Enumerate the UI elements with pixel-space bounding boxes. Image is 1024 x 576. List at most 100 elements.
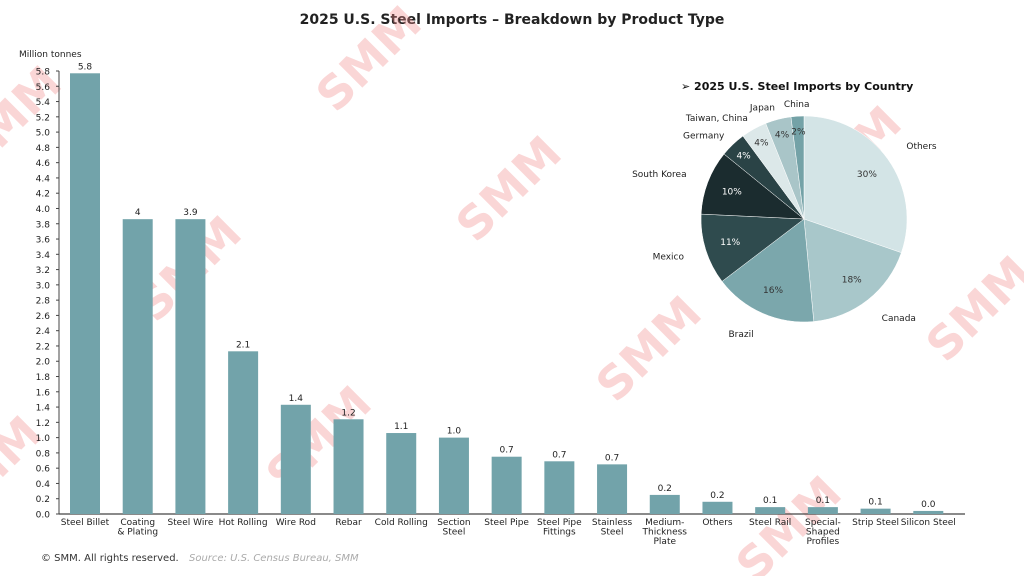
x-tick-label: Wire Rod <box>276 518 316 528</box>
x-tick-label: Steel Wire <box>167 518 213 528</box>
y-tick-label: 5.6 <box>36 83 51 93</box>
bar-value-label: 2.1 <box>236 340 250 350</box>
watermark-logo: SMM <box>306 0 432 122</box>
y-tick-label: 2.4 <box>36 327 51 337</box>
watermark-logo: SMM <box>586 286 712 412</box>
y-tick-label: 3.6 <box>36 236 51 246</box>
y-tick-label: 1.2 <box>36 419 50 429</box>
bar <box>649 494 680 514</box>
pie-category-label: Germany <box>683 132 725 142</box>
x-tick-label: Rebar <box>335 518 362 528</box>
y-tick-label: 5.0 <box>36 129 51 139</box>
x-tick-label: Cold Rolling <box>375 518 428 528</box>
bar <box>175 219 206 515</box>
bar-value-label: 3.9 <box>183 208 198 218</box>
x-tick-label: Steel Pipe Fittings <box>537 518 582 538</box>
y-tick-label: 2.0 <box>36 358 51 368</box>
pie-category-label: South Korea <box>632 170 687 180</box>
bar-value-label: 0.2 <box>658 484 672 494</box>
pie-slice <box>790 115 805 220</box>
y-tick-label: 2.6 <box>36 312 51 322</box>
y-tick-label: 1.6 <box>36 388 51 398</box>
x-tick-label: Medium-Thickness Plate <box>642 518 688 547</box>
y-tick-label: 0.8 <box>36 449 51 459</box>
bar-value-label: 4 <box>135 208 141 218</box>
x-tick-label: Section Steel <box>437 518 470 538</box>
pie-title: ➢ 2025 U.S. Steel Imports by Country <box>681 80 913 93</box>
y-tick-label: 3.8 <box>36 220 51 230</box>
x-tick-label: Others <box>702 518 733 528</box>
y-tick-label: 1.0 <box>36 434 51 444</box>
bar <box>702 501 733 514</box>
y-tick-label: 4.6 <box>36 159 51 169</box>
pie-category-label: Taiwan, China <box>685 114 748 124</box>
bar-value-label: 1.1 <box>394 422 408 432</box>
y-tick-label: 4.2 <box>36 190 50 200</box>
y-axis-label: Million tonnes <box>19 50 82 60</box>
pie-category-label: Others <box>906 142 937 152</box>
pie-chart: ➢ 2025 U.S. Steel Imports by Country 30% O… <box>632 80 937 340</box>
y-tick-label: 5.2 <box>36 113 50 123</box>
bar-value-label: 0.7 <box>552 450 566 460</box>
pie-percent-label: 10% <box>722 187 742 197</box>
watermark-logo: SMM <box>446 126 572 252</box>
x-tick-label: Silicon Steel <box>901 518 956 528</box>
bar-chart: Million tonnes 0.0 0.2 0.4 0.6 0.8 1.0 1.2 1.4 1.… <box>19 50 965 547</box>
bar-value-label: 0.1 <box>763 496 777 506</box>
copyright-text: © SMM. All rights reserved. <box>41 553 179 564</box>
pie-slice <box>700 213 805 282</box>
pie-slice <box>721 218 815 323</box>
chart-title: 2025 U.S. Steel Imports – Breakdown by P… <box>299 12 725 28</box>
x-tick-label: Coating & Plating <box>117 518 158 538</box>
bar <box>597 464 628 514</box>
y-tick-label: 0.2 <box>36 495 50 505</box>
pie-category-label: Japan <box>749 103 775 113</box>
x-tick-label: Hot Rolling <box>219 518 268 528</box>
y-tick-label: 1.4 <box>36 404 51 414</box>
y-tick-label: 2.8 <box>36 297 51 307</box>
bar <box>491 456 522 514</box>
pie-category-label: Mexico <box>653 252 685 262</box>
bar <box>438 437 469 514</box>
bar-value-label: 0.0 <box>921 500 936 510</box>
y-tick-label: 5.8 <box>36 68 51 78</box>
y-tick-label: 4.4 <box>36 174 51 184</box>
bar <box>122 219 153 515</box>
pie-category-label: Canada <box>882 314 916 324</box>
y-tick-label: 1.8 <box>36 373 51 383</box>
pie-percent-label: 11% <box>720 238 740 248</box>
pie-percent-label: 18% <box>842 276 862 286</box>
pie-slice <box>803 115 908 254</box>
y-tick-label: 4.8 <box>36 144 51 154</box>
y-tick-label: 0.6 <box>36 465 51 475</box>
pie-slice <box>803 218 902 322</box>
bar-value-label: 0.2 <box>710 491 724 501</box>
pie-percent-label: 2% <box>791 128 806 138</box>
bar <box>228 351 259 514</box>
pie-category-label: China <box>784 100 810 110</box>
pie-percent-label: 30% <box>857 170 877 180</box>
bar-value-label: 0.1 <box>816 496 830 506</box>
bar-value-label: 0.1 <box>868 498 882 508</box>
bar <box>280 404 311 514</box>
bar <box>913 510 944 514</box>
y-tick-label: 3.4 <box>36 251 51 261</box>
y-tick-label: 4.0 <box>36 205 51 215</box>
bar <box>860 508 891 514</box>
y-tick-label: 3.0 <box>36 281 51 291</box>
pie-percent-label: 4% <box>775 130 790 140</box>
bar-value-label: 1.0 <box>447 427 462 437</box>
watermark-logo: SMM <box>916 246 1024 372</box>
bar <box>544 461 575 514</box>
bar-value-label: 0.7 <box>605 453 619 463</box>
bar-value-label: 1.4 <box>289 394 304 404</box>
source-text: Source: U.S. Census Bureau, SMM <box>189 553 359 564</box>
bar <box>807 507 838 514</box>
x-tick-label: Strip Steel <box>852 518 899 528</box>
bar <box>386 433 417 514</box>
bar <box>333 419 364 514</box>
bar <box>70 73 100 514</box>
pie-percent-label: 4% <box>754 138 769 148</box>
y-tick-label: 3.2 <box>36 266 50 276</box>
